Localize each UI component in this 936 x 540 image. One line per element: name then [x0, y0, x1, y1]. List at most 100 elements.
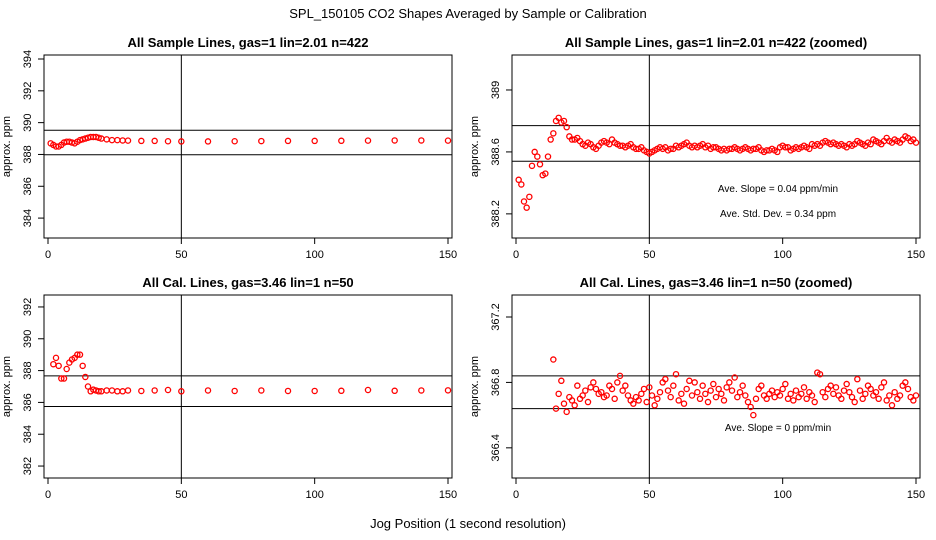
data-point	[550, 356, 557, 363]
data-point	[699, 382, 706, 389]
data-point	[52, 354, 60, 362]
data-point	[654, 395, 661, 403]
data-point	[164, 137, 172, 145]
data-point	[95, 388, 102, 395]
data-point	[800, 384, 808, 391]
data-point	[702, 390, 709, 398]
data-point	[792, 387, 800, 394]
data-point	[643, 398, 650, 406]
data-point	[830, 390, 837, 398]
data-point	[568, 397, 576, 404]
data-point	[878, 384, 885, 391]
data-point	[667, 145, 674, 153]
data-point	[108, 136, 116, 144]
data-point	[734, 393, 741, 401]
data-point	[151, 387, 158, 394]
data-point	[731, 374, 738, 381]
data-point	[338, 137, 345, 145]
data-point	[758, 382, 765, 389]
data-point	[851, 398, 858, 406]
data-point	[60, 375, 68, 382]
data-point	[704, 398, 712, 406]
data-point	[683, 385, 690, 393]
data-point	[696, 395, 704, 403]
data-point	[859, 395, 866, 403]
data-point	[670, 382, 677, 389]
data-point	[560, 117, 568, 125]
data-point	[707, 387, 714, 394]
data-point	[63, 365, 70, 373]
data-point	[688, 392, 696, 399]
data-point	[691, 379, 698, 386]
data-point	[680, 400, 688, 407]
data-point	[843, 380, 850, 388]
data-point	[912, 139, 920, 146]
data-point	[910, 397, 917, 404]
data-point	[891, 388, 898, 396]
x-tick-label: 0	[45, 249, 51, 261]
data-point	[55, 362, 62, 370]
data-point	[840, 387, 848, 394]
data-point	[638, 390, 645, 398]
data-point	[590, 379, 597, 386]
x-tick-label: 50	[643, 489, 655, 501]
data-point	[630, 400, 637, 407]
data-point	[563, 408, 570, 416]
data-point	[726, 379, 733, 386]
x-tick-label: 50	[643, 249, 655, 261]
data-point	[364, 137, 372, 144]
data-point	[204, 138, 212, 145]
y-axis-label: approx. ppm	[469, 116, 481, 177]
data-point	[544, 153, 552, 160]
data-point	[103, 387, 110, 394]
data-point	[550, 130, 557, 137]
data-point	[619, 387, 626, 394]
data-point	[528, 162, 536, 170]
panel-title: All Cal. Lines, gas=3.46 lin=1 n=50	[142, 275, 353, 290]
data-point	[667, 393, 674, 401]
data-point	[648, 392, 656, 399]
data-point	[867, 140, 874, 148]
data-point	[79, 362, 86, 370]
x-tick-label: 0	[45, 489, 51, 501]
data-point	[547, 136, 554, 143]
data-point	[598, 388, 605, 396]
data-point	[582, 387, 589, 394]
data-point	[838, 395, 845, 403]
panel-annotation: Ave. Slope = 0.04 ppm/min	[718, 184, 838, 195]
data-point	[739, 382, 746, 389]
data-point	[867, 385, 874, 393]
data-point	[744, 398, 752, 406]
data-point	[886, 392, 893, 399]
data-point	[656, 388, 664, 396]
data-point	[816, 370, 824, 378]
data-point	[635, 397, 642, 404]
y-tick-label: 386	[22, 393, 34, 411]
data-point	[651, 402, 658, 409]
data-point	[552, 405, 560, 412]
data-point	[603, 392, 610, 399]
y-tick-label: 386	[22, 177, 34, 195]
data-point	[84, 383, 92, 390]
y-tick-label: 382	[22, 457, 34, 475]
data-point	[178, 388, 185, 395]
data-point	[803, 395, 810, 403]
data-point	[536, 161, 544, 168]
data-point	[811, 398, 818, 406]
data-point	[520, 198, 528, 205]
x-tick-label: 0	[513, 489, 519, 501]
x-tick-label: 100	[773, 489, 791, 501]
data-point	[787, 390, 794, 398]
data-point	[284, 137, 292, 145]
plot-frame	[511, 294, 921, 479]
data-point	[779, 385, 786, 393]
data-point	[364, 386, 372, 394]
data-point	[584, 398, 592, 406]
data-point	[574, 382, 581, 389]
data-point	[542, 170, 549, 177]
y-tick-label: 392	[22, 298, 34, 316]
data-point	[774, 148, 781, 156]
data-point	[563, 123, 570, 131]
data-point	[151, 137, 158, 145]
